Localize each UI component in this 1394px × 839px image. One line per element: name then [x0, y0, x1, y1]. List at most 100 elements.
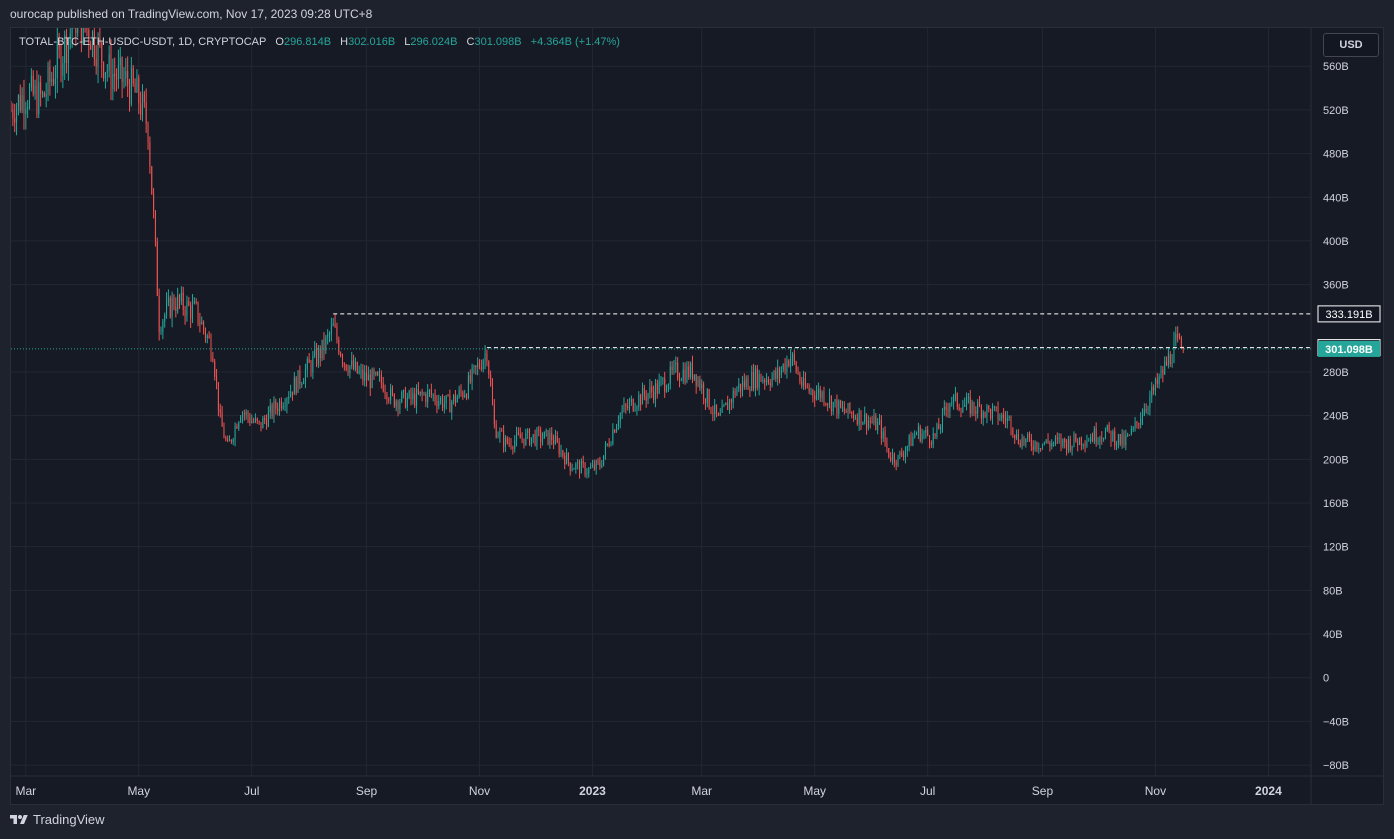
tradingview-footer[interactable]: TradingView: [10, 812, 105, 827]
candle-body: [404, 390, 406, 408]
candle-body: [916, 432, 918, 435]
candle-body: [562, 450, 564, 456]
candle-body: [262, 418, 264, 429]
candle-body: [849, 403, 851, 413]
candle-body: [880, 420, 882, 439]
candle-body: [49, 67, 51, 82]
candle-body: [893, 453, 895, 463]
candle-body: [503, 431, 505, 447]
candle-body: [873, 415, 875, 423]
high-value: 302.016B: [348, 36, 396, 48]
currency-button[interactable]: USD: [1323, 33, 1379, 57]
candle-body: [971, 402, 973, 414]
candle-body: [1162, 369, 1164, 375]
open-value: 296.814B: [283, 36, 332, 48]
candle-body: [121, 57, 123, 82]
candlestick-chart[interactable]: 560B 520B 480B 440B 400B 360B 280B 240B 200B 160B…: [11, 28, 1384, 805]
candle-body: [1069, 439, 1071, 451]
candle-body: [382, 382, 384, 392]
candle-body: [973, 402, 975, 411]
candle-body: [858, 410, 860, 425]
candle-body: [427, 390, 429, 403]
candle-body: [258, 420, 260, 423]
candle-body: [343, 363, 345, 365]
candle-body: [488, 361, 490, 375]
candle-body: [808, 387, 810, 392]
candle-body: [527, 429, 529, 433]
candle-body: [1143, 409, 1145, 416]
candle-body: [632, 399, 634, 411]
candle-body: [738, 383, 740, 389]
candle-body: [238, 422, 240, 429]
candle-body: [71, 28, 73, 34]
candle-body: [703, 384, 705, 399]
candle-body: [390, 388, 392, 401]
candle-body: [1154, 379, 1156, 391]
candle-body: [69, 33, 71, 39]
candle-body: [1030, 439, 1032, 447]
candle-body: [682, 369, 684, 381]
candle-body: [321, 339, 323, 359]
candle-body: [656, 383, 658, 394]
candle-body: [358, 371, 360, 373]
candle-body: [493, 404, 495, 425]
candle-body: [830, 396, 832, 412]
candle-body: [279, 400, 281, 412]
candle-body: [199, 322, 201, 325]
candle-body: [604, 444, 606, 456]
candle-body: [960, 409, 962, 413]
candle-body: [647, 393, 649, 401]
candle-body: [553, 440, 555, 445]
y-tick-label: −80B: [1323, 760, 1349, 772]
candle-body: [1003, 414, 1005, 418]
candle-body: [541, 438, 543, 442]
candle-body: [225, 437, 227, 440]
candle-body: [271, 404, 273, 417]
candle-body: [103, 62, 105, 79]
chart-pane[interactable]: 560B 520B 480B 440B 400B 360B 280B 240B 200B 160B…: [10, 27, 1384, 805]
candle-body: [395, 401, 397, 407]
y-tick-label: 560B: [1323, 61, 1349, 73]
candle-body: [580, 461, 582, 474]
candle-body: [875, 415, 877, 431]
candle-body: [949, 403, 951, 412]
last-price-box: [1318, 340, 1380, 357]
candle-body: [966, 397, 968, 405]
y-tick-label: 0: [1323, 673, 1329, 685]
symbol-legend: TOTAL-BTC-ETH-USDC-USDT, 1D, CRYPTOCAP O…: [19, 36, 626, 48]
y-tick-label: 120B: [1323, 542, 1349, 554]
x-tick-label: Mar: [691, 784, 712, 798]
candle-body: [614, 429, 616, 433]
candle-body: [688, 366, 690, 378]
candle-body: [1145, 409, 1147, 411]
candle-body: [590, 466, 592, 469]
candle-body: [1091, 437, 1093, 442]
candle-body: [1080, 437, 1082, 446]
candle-body: [153, 193, 155, 212]
candle-body: [771, 377, 773, 386]
candle-body: [156, 241, 158, 296]
candle-body: [119, 57, 121, 66]
candle-body: [927, 429, 929, 436]
candle-body: [879, 420, 881, 423]
candle-body: [716, 404, 718, 414]
y-tick-label: 400B: [1323, 236, 1349, 248]
candle-body: [491, 385, 493, 405]
candle-body: [784, 364, 786, 372]
candle-body: [741, 381, 743, 392]
candle-body: [386, 393, 388, 400]
candle-body: [751, 372, 753, 391]
candle-body: [595, 460, 597, 470]
candle-body: [1014, 434, 1016, 439]
candle-body: [341, 356, 343, 364]
candle-body: [334, 323, 336, 327]
candle-body: [299, 370, 301, 384]
candle-body: [853, 413, 855, 419]
candle-body: [536, 429, 538, 446]
candle-body: [997, 407, 999, 420]
candle-body: [932, 433, 934, 445]
candle-body: [293, 377, 295, 395]
candle-body: [516, 432, 518, 441]
candle-body: [1138, 423, 1140, 425]
candle-body: [764, 380, 766, 383]
